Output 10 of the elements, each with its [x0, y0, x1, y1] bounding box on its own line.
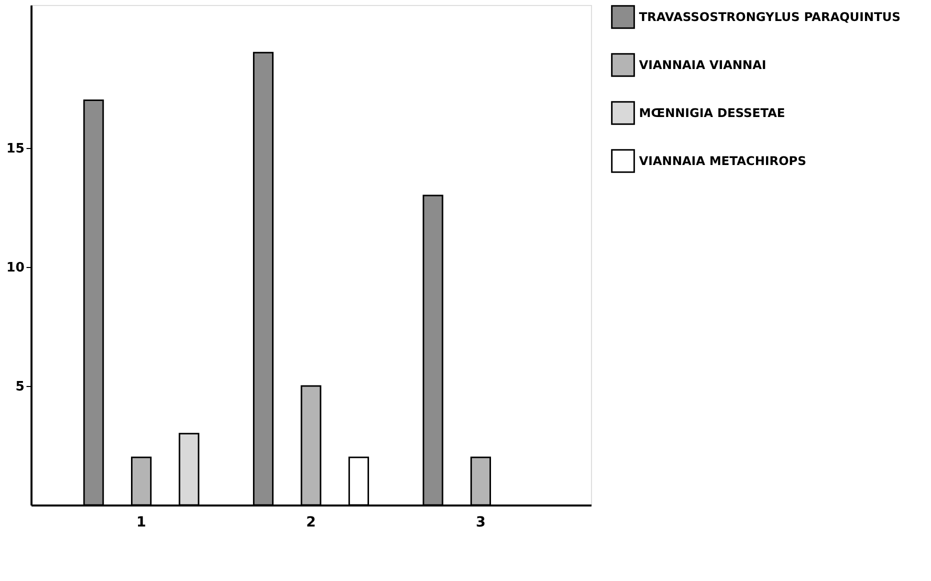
y-tick-label: 10 [6, 260, 24, 276]
y-tick-label: 15 [6, 141, 24, 156]
x-tick-label: 2 [306, 514, 316, 530]
x-tick-label: 1 [136, 514, 146, 530]
legend-label: VIANNAIA VIANNAI [639, 58, 766, 72]
legend-label: MŒNNIGIA DESSETAE [639, 106, 786, 120]
y-tick-label: 5 [15, 379, 24, 394]
legend-label: VIANNAIA METACHIROPS [639, 154, 806, 168]
legend-label: TRAVASSOSTRONGYLUS PARAQUINTUS [639, 10, 901, 24]
x-tick-label: 3 [476, 514, 486, 530]
